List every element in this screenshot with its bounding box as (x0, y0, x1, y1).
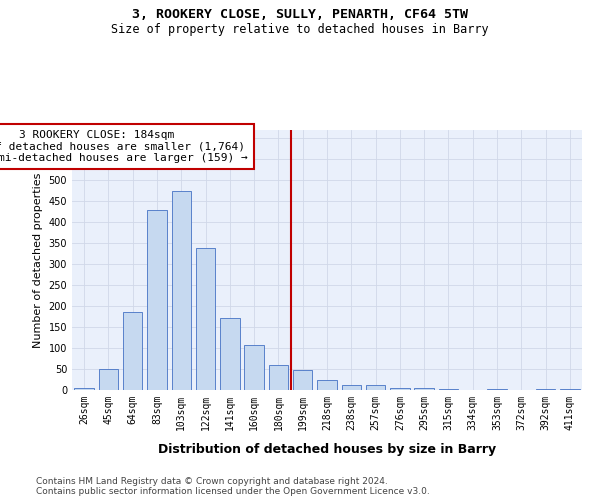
Bar (536, 388, 555, 390)
Text: Distribution of detached houses by size in Barry: Distribution of detached houses by size … (158, 442, 496, 456)
Bar (99, 369, 118, 390)
Bar (74, 388, 94, 390)
Text: Size of property relative to detached houses in Barry: Size of property relative to detached ho… (111, 22, 489, 36)
Bar (172, 191, 191, 390)
Bar (560, 389, 580, 390)
Bar (390, 388, 410, 390)
Text: 3 ROOKERY CLOSE: 184sqm
← 92% of detached houses are smaller (1,764)
8% of semi-: 3 ROOKERY CLOSE: 184sqm ← 92% of detache… (0, 130, 248, 163)
Text: Contains HM Land Registry data © Crown copyright and database right 2024.: Contains HM Land Registry data © Crown c… (36, 478, 388, 486)
Bar (487, 388, 507, 390)
Bar (123, 312, 142, 390)
Y-axis label: Number of detached properties: Number of detached properties (33, 172, 43, 348)
Bar (317, 380, 337, 390)
Bar (220, 318, 239, 390)
Bar (341, 386, 361, 390)
Bar (366, 386, 385, 390)
Bar (439, 388, 458, 390)
Bar (415, 388, 434, 390)
Text: 3, ROOKERY CLOSE, SULLY, PENARTH, CF64 5TW: 3, ROOKERY CLOSE, SULLY, PENARTH, CF64 5… (132, 8, 468, 20)
Bar (147, 210, 167, 390)
Bar (269, 365, 288, 390)
Text: Contains public sector information licensed under the Open Government Licence v3: Contains public sector information licen… (36, 488, 430, 496)
Bar (244, 345, 264, 390)
Bar (196, 248, 215, 390)
Bar (293, 370, 313, 390)
